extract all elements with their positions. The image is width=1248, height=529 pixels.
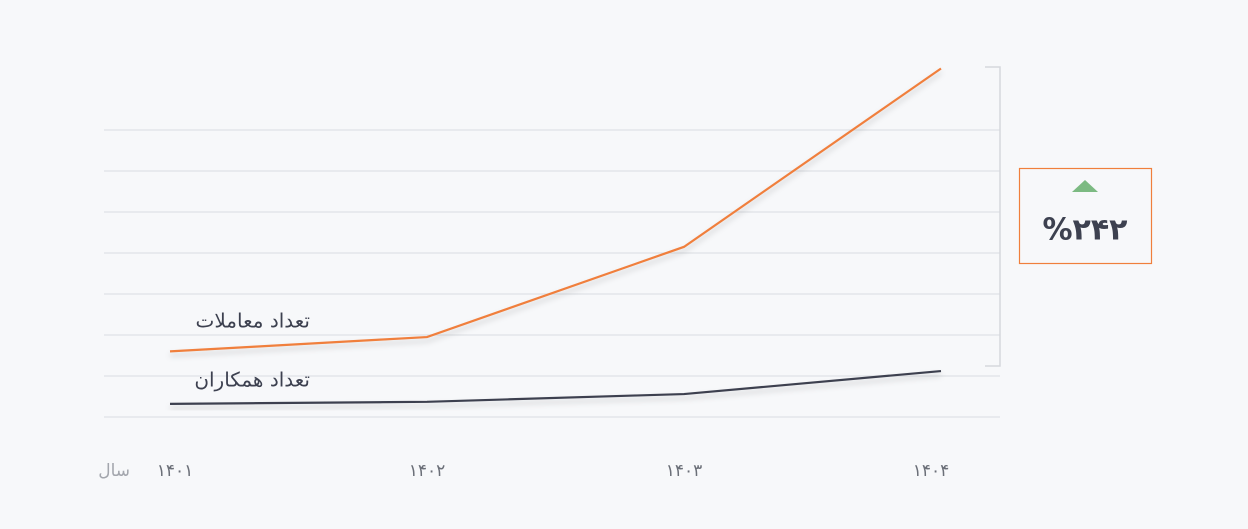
x-tick-label: ۱۴۰۱ [157, 461, 194, 481]
series-label: تعداد همکاران [194, 368, 310, 392]
lines [169, 67, 942, 405]
up-arrow [1072, 180, 1098, 192]
series-label: تعداد معاملات [196, 309, 310, 333]
range-bracket [985, 66, 1001, 367]
series-line [169, 369, 942, 405]
x-tick-label: ۱۴۰۳ [666, 461, 703, 481]
series-line [169, 67, 942, 353]
change-value: %۲۴۲ [1043, 213, 1128, 248]
grid [104, 129, 1000, 418]
x-tick-label: ۱۴۰۴ [913, 461, 950, 481]
x-tick-label: ۱۴۰۲ [409, 461, 446, 481]
x-axis-label: سال [98, 461, 130, 481]
